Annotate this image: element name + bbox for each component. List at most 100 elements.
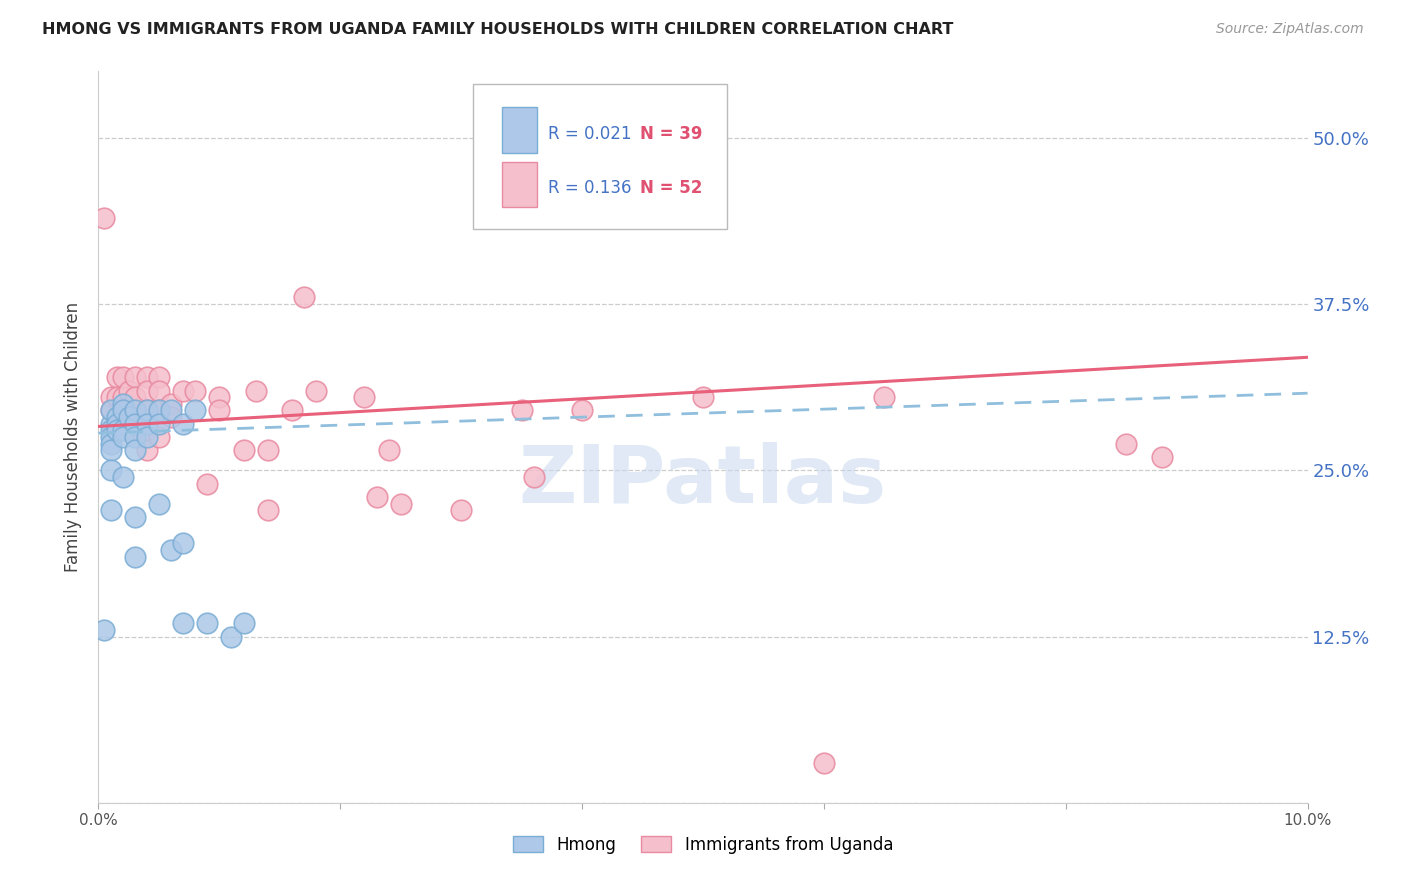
Point [232,443,254,458]
Point [111,390,134,404]
Point [148,417,170,431]
Point [124,549,146,564]
Point [160,410,183,425]
Point [111,424,134,438]
Point [124,390,146,404]
Point [256,503,278,517]
Point [111,397,134,411]
Point [135,424,157,438]
Point [93,211,115,225]
Point [148,430,170,444]
Point [160,397,183,411]
Point [195,616,218,631]
Point [305,384,328,398]
Point [124,370,146,384]
Point [100,463,122,477]
Point [111,403,134,417]
Point [105,417,128,431]
Point [232,616,254,631]
Point [111,417,134,431]
Point [124,417,146,431]
Point [135,417,157,431]
Point [523,470,546,484]
Point [281,403,304,417]
Point [100,443,122,458]
Point [377,443,399,458]
Point [873,390,896,404]
Point [100,436,122,450]
Text: N = 39: N = 39 [640,125,703,143]
Point [148,384,170,398]
Point [172,536,194,550]
Point [1152,450,1174,464]
Point [245,384,267,398]
Point [118,410,141,425]
Legend: Hmong, Immigrants from Uganda: Hmong, Immigrants from Uganda [506,829,900,860]
Point [105,370,128,384]
Point [124,417,146,431]
Point [160,543,183,558]
Point [135,403,157,417]
Point [208,390,231,404]
Point [118,384,141,398]
Point [135,384,157,398]
Point [135,370,157,384]
Point [111,470,134,484]
Point [813,756,835,770]
Text: R = 0.136: R = 0.136 [548,179,631,197]
Text: HMONG VS IMMIGRANTS FROM UGANDA FAMILY HOUSEHOLDS WITH CHILDREN CORRELATION CHAR: HMONG VS IMMIGRANTS FROM UGANDA FAMILY H… [42,22,953,37]
Point [148,497,170,511]
Point [93,623,115,637]
Point [135,403,157,417]
Text: R = 0.021: R = 0.021 [548,125,631,143]
FancyBboxPatch shape [502,162,537,208]
Point [595,131,617,145]
Point [111,403,134,417]
Point [292,290,315,304]
Point [148,403,170,417]
Point [172,417,194,431]
Point [100,430,122,444]
Point [160,403,183,417]
Point [100,403,122,417]
Point [148,403,170,417]
Point [124,424,146,438]
Point [105,410,128,425]
Text: N = 52: N = 52 [640,179,703,197]
Y-axis label: Family Households with Children: Family Households with Children [65,302,83,572]
Point [100,417,122,431]
Point [111,370,134,384]
Point [124,403,146,417]
Point [135,430,157,444]
Point [184,403,207,417]
Point [571,403,593,417]
Point [100,503,122,517]
Point [100,403,122,417]
Point [135,443,157,458]
Point [111,430,134,444]
FancyBboxPatch shape [474,84,727,228]
Point [208,403,231,417]
Point [124,443,146,458]
Point [450,503,472,517]
Point [389,497,412,511]
Text: ZIPatlas: ZIPatlas [519,442,887,520]
Point [105,390,128,404]
Point [148,370,170,384]
Point [100,424,122,438]
Point [124,403,146,417]
Point [184,384,207,398]
Point [221,630,243,644]
Point [172,384,194,398]
Point [100,390,122,404]
Point [195,476,218,491]
Point [692,390,714,404]
FancyBboxPatch shape [502,107,537,153]
Point [256,443,278,458]
Point [366,490,388,504]
Point [172,616,194,631]
Point [510,403,533,417]
Point [105,424,128,438]
Point [1115,436,1137,450]
Point [124,430,146,444]
